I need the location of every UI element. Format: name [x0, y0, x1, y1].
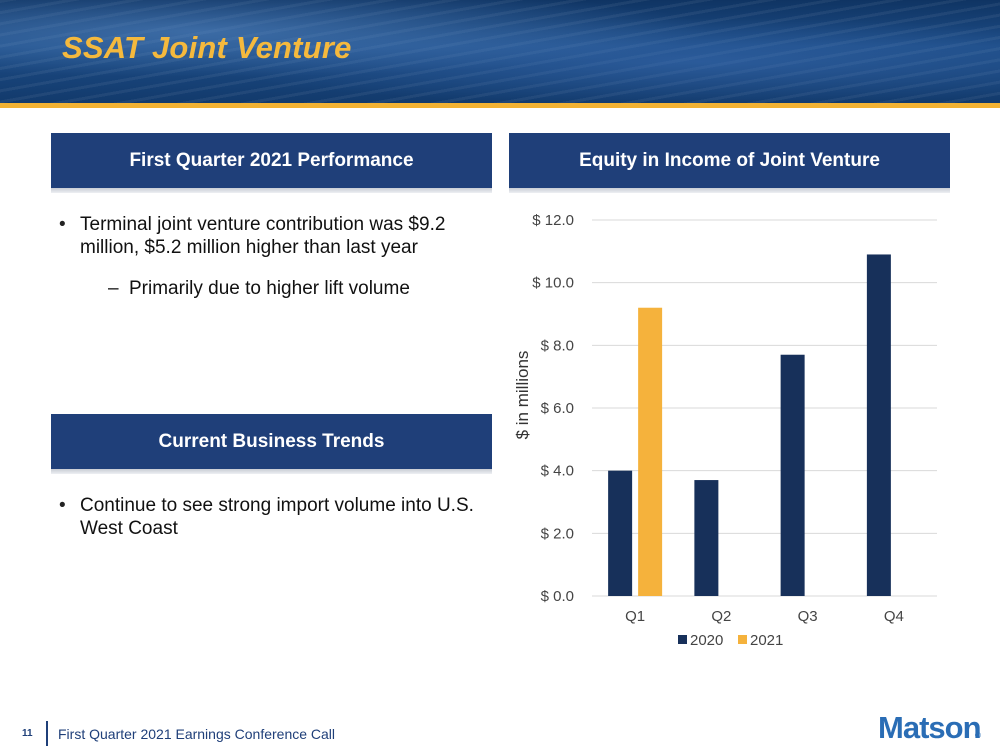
y-tick-label: $ 12.0 [532, 212, 574, 229]
legend-swatch-2020 [678, 635, 687, 644]
legend-swatch-2021 [738, 635, 747, 644]
y-tick-label: $ 4.0 [541, 463, 574, 480]
bar-2020-q3 [780, 354, 805, 596]
bar-2020-q2 [694, 480, 719, 596]
trends-bullets: Continue to see strong import volume int… [51, 494, 481, 540]
x-tick-label: Q3 [798, 608, 818, 625]
bar-2020-q4 [866, 254, 891, 596]
x-tick-label: Q1 [625, 608, 645, 625]
chart-bars [608, 254, 891, 596]
trends-header: Current Business Trends [51, 414, 492, 474]
y-tick-label: $ 2.0 [541, 525, 574, 542]
x-tick-label: Q4 [884, 608, 904, 625]
page-title: SSAT Joint Venture [62, 30, 352, 65]
y-tick-label: $ 0.0 [541, 588, 574, 605]
performance-sub-bullet: Primarily due to higher lift volume [51, 277, 491, 300]
header-banner [0, 0, 1000, 103]
chart-header: Equity in Income of Joint Venture [509, 133, 950, 193]
header-accent-stripe [0, 103, 1000, 108]
bar-2020-q1 [608, 470, 633, 596]
chart-legend: 2020 2021 [678, 632, 783, 649]
y-tick-label: $ 6.0 [541, 400, 574, 417]
legend-label-2020: 2020 [690, 632, 723, 649]
performance-bullets: Terminal joint venture contribution was … [51, 213, 491, 300]
legend-label-2021: 2021 [750, 632, 783, 649]
performance-header: First Quarter 2021 Performance [51, 133, 492, 193]
footer-text: First Quarter 2021 Earnings Conference C… [58, 726, 336, 742]
y-tick-label: $ 10.0 [532, 275, 574, 292]
y-axis-label: $ in millions [513, 351, 532, 440]
matson-logo-mark: ® [975, 731, 981, 740]
trends-bullet: Continue to see strong import volume int… [51, 494, 481, 540]
y-tick-label: $ 8.0 [541, 337, 574, 354]
chart-labels: $ 0.0 $ 2.0 $ 4.0 $ 6.0 $ 8.0 $ 10.0 $ 12.0 Q1 Q… [532, 212, 904, 625]
performance-bullet: Terminal joint venture contribution was … [51, 213, 491, 259]
footer-divider [46, 721, 48, 746]
matson-logo: Matson [878, 710, 981, 745]
page-number: 11 [22, 728, 33, 739]
equity-income-chart: $ 0.0 $ 2.0 $ 4.0 $ 6.0 $ 8.0 $ 10.0 $ 12.0 Q1 Q… [513, 212, 937, 649]
bar-2021-q1 [638, 307, 663, 596]
x-tick-label: Q2 [711, 608, 731, 625]
